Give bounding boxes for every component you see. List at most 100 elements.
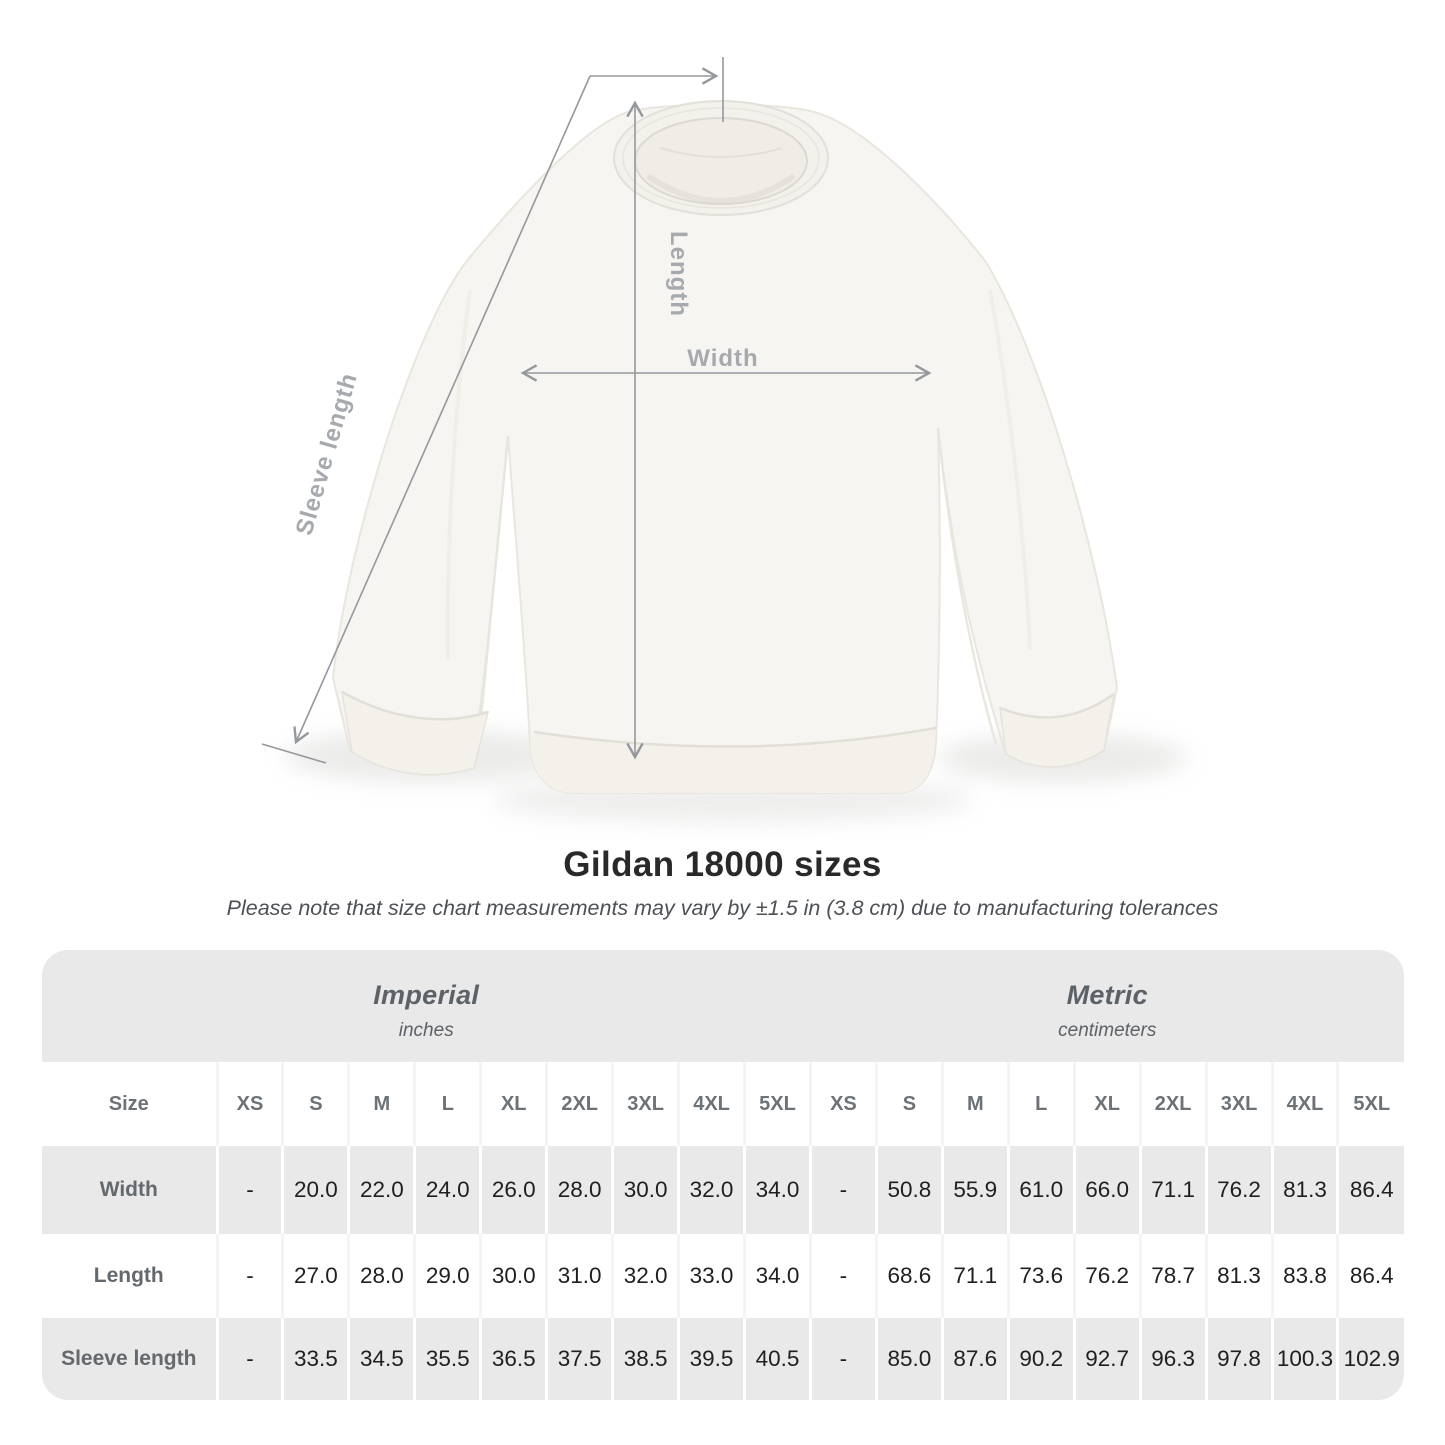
cell: 29.0 [413, 1234, 481, 1318]
size-header-imperial-xs: XS [215, 1062, 283, 1146]
row-label: Length [42, 1234, 218, 1318]
cell: 50.8 [874, 1146, 943, 1234]
cell: 28.0 [347, 1234, 415, 1318]
cell: 100.3 [1270, 1318, 1338, 1400]
cell: 34.0 [743, 1146, 811, 1234]
cell: 61.0 [1006, 1146, 1075, 1234]
size-header-metric-m: M [940, 1062, 1009, 1146]
length-label: Length [665, 231, 692, 317]
cell: - [215, 1318, 283, 1400]
imperial-unit: inches [398, 1020, 454, 1041]
cell: 87.6 [940, 1318, 1009, 1400]
size-header-metric-l: L [1006, 1062, 1075, 1146]
cell: 92.7 [1072, 1318, 1141, 1400]
cell: 39.5 [677, 1318, 745, 1400]
size-header-imperial-xl: XL [479, 1062, 547, 1146]
width-label: Width [687, 345, 758, 372]
cell: - [808, 1318, 877, 1400]
cell: 81.3 [1204, 1234, 1273, 1318]
cell: 66.0 [1072, 1146, 1141, 1234]
cell: 68.6 [874, 1234, 943, 1318]
sleeve-length-end-tick [261, 743, 327, 764]
dimension-lines [261, 57, 929, 764]
cell: 40.5 [743, 1318, 811, 1400]
cell: 73.6 [1006, 1234, 1075, 1318]
cell: 33.5 [281, 1318, 349, 1400]
table-row-length: Length - 27.0 28.0 29.0 30.0 31.0 32.0 3… [42, 1234, 1404, 1318]
cell: 24.0 [413, 1146, 481, 1234]
cell: 32.0 [611, 1234, 679, 1318]
cell: 22.0 [347, 1146, 415, 1234]
size-table: Imperial inches Metric centimeters Size … [42, 950, 1404, 1400]
cell: 27.0 [281, 1234, 349, 1318]
cell: 28.0 [545, 1146, 613, 1234]
cell: 38.5 [611, 1318, 679, 1400]
cell: - [808, 1146, 877, 1234]
size-header-metric-xs: XS [808, 1062, 877, 1146]
size-header-imperial-s: S [281, 1062, 349, 1146]
cell: 37.5 [545, 1318, 613, 1400]
sweatshirt-photo [331, 100, 1119, 794]
size-header-imperial-l: L [413, 1062, 481, 1146]
metric-unit: centimeters [1058, 1020, 1157, 1041]
sleeve-length-line [296, 75, 591, 742]
cell: - [215, 1146, 283, 1234]
cell: 90.2 [1006, 1318, 1075, 1400]
cell: 102.9 [1336, 1318, 1404, 1400]
cell: 35.5 [413, 1318, 481, 1400]
size-header-row: Size XS S M L XL 2XL 3XL 4XL 5XL XS S M … [42, 1062, 1404, 1146]
size-header-imperial-m: M [347, 1062, 415, 1146]
cell: 36.5 [479, 1318, 547, 1400]
cell: 83.8 [1270, 1234, 1338, 1318]
size-column-header: Size [42, 1062, 218, 1146]
cell: - [215, 1234, 283, 1318]
cell: 97.8 [1204, 1318, 1273, 1400]
size-header-imperial-5xl: 5XL [743, 1062, 811, 1146]
cell: 76.2 [1204, 1146, 1273, 1234]
tolerance-note: Please note that size chart measurements… [226, 896, 1219, 920]
table-row-width: Width - 20.0 22.0 24.0 26.0 28.0 30.0 32… [42, 1146, 1404, 1234]
sleeve-length-label: Sleeve length [291, 370, 363, 539]
cell: 55.9 [940, 1146, 1009, 1234]
size-header-metric-3xl: 3XL [1204, 1062, 1273, 1146]
cell: 30.0 [611, 1146, 679, 1234]
cell: 30.0 [479, 1234, 547, 1318]
imperial-title: Imperial [373, 980, 480, 1010]
cell: 81.3 [1270, 1146, 1338, 1234]
table-row-sleeve-length: Sleeve length - 33.5 34.5 35.5 36.5 37.5… [42, 1318, 1404, 1400]
size-header-metric-xl: XL [1072, 1062, 1141, 1146]
cell: 20.0 [281, 1146, 349, 1234]
cell: - [808, 1234, 877, 1318]
size-header-imperial-3xl: 3XL [611, 1062, 679, 1146]
metric-title: Metric [1066, 980, 1148, 1010]
size-header-metric-4xl: 4XL [1270, 1062, 1338, 1146]
page-title: Gildan 18000 sizes [563, 845, 882, 884]
cell: 76.2 [1072, 1234, 1141, 1318]
cell: 78.7 [1138, 1234, 1207, 1318]
cell: 85.0 [874, 1318, 943, 1400]
size-header-imperial-2xl: 2XL [545, 1062, 613, 1146]
cell: 86.4 [1336, 1146, 1404, 1234]
cell: 32.0 [677, 1146, 745, 1234]
metric-banner: Metric centimeters [810, 950, 1404, 1062]
size-header-metric-2xl: 2XL [1138, 1062, 1207, 1146]
cell: 34.0 [743, 1234, 811, 1318]
cell: 71.1 [940, 1234, 1009, 1318]
size-table-grid: Imperial inches Metric centimeters Size … [42, 950, 1404, 1400]
cell: 26.0 [479, 1146, 547, 1234]
size-header-metric-s: S [874, 1062, 943, 1146]
row-label: Sleeve length [42, 1318, 218, 1400]
cell: 86.4 [1336, 1234, 1404, 1318]
imperial-banner: Imperial inches [42, 950, 811, 1062]
cell: 33.0 [677, 1234, 745, 1318]
row-label: Width [42, 1146, 218, 1234]
sweatshirt-diagram: Length Width Sleeve length [261, 57, 1187, 823]
cell: 71.1 [1138, 1146, 1207, 1234]
cell: 31.0 [545, 1234, 613, 1318]
cell: 96.3 [1138, 1318, 1207, 1400]
cell: 34.5 [347, 1318, 415, 1400]
size-header-imperial-4xl: 4XL [677, 1062, 745, 1146]
units-banner-row: Imperial inches Metric centimeters [42, 950, 1404, 1062]
size-header-metric-5xl: 5XL [1336, 1062, 1404, 1146]
